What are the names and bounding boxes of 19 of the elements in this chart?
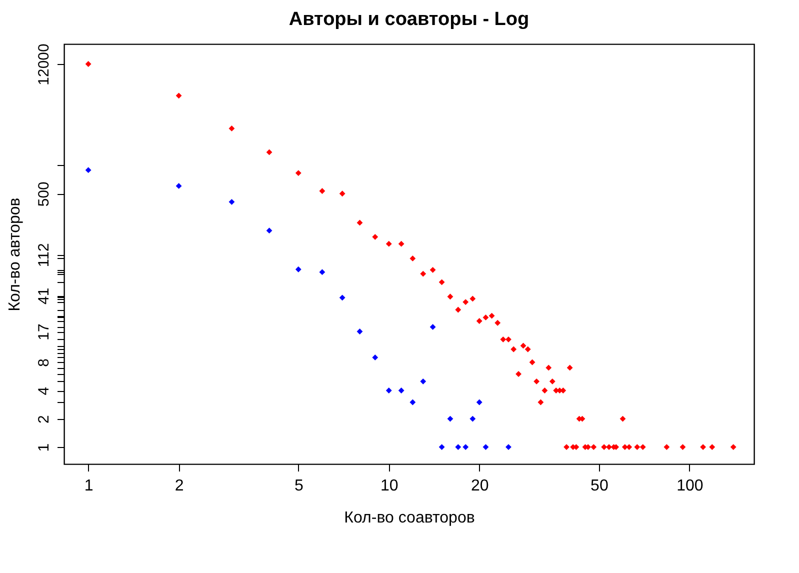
y-tick-label: 17	[36, 324, 52, 340]
x-axis-title: Кол-во соавторов	[344, 510, 475, 526]
y-tick-label: 112	[36, 243, 52, 268]
y-tick-label: 500	[36, 182, 52, 207]
y-tick-label: 12000	[36, 44, 52, 86]
x-tick-label: 50	[590, 478, 608, 494]
x-tick-label: 20	[470, 478, 489, 494]
x-tick-label: 100	[676, 478, 704, 494]
y-tick-label: 41	[36, 288, 52, 304]
x-tick-label: 10	[380, 478, 398, 494]
y-tick-label: 1	[36, 443, 52, 452]
y-tick-label: 4	[36, 386, 52, 396]
y-tick-label: 8	[36, 358, 52, 367]
x-tick-label: 5	[294, 478, 304, 494]
chart-title: Авторы и соавторы - Log	[288, 9, 530, 30]
y-axis-title: Кол-во авторов	[6, 198, 24, 312]
x-tick-label: 2	[174, 478, 184, 494]
y-tick-label: 2	[36, 415, 52, 424]
x-tick-label: 1	[84, 478, 94, 494]
